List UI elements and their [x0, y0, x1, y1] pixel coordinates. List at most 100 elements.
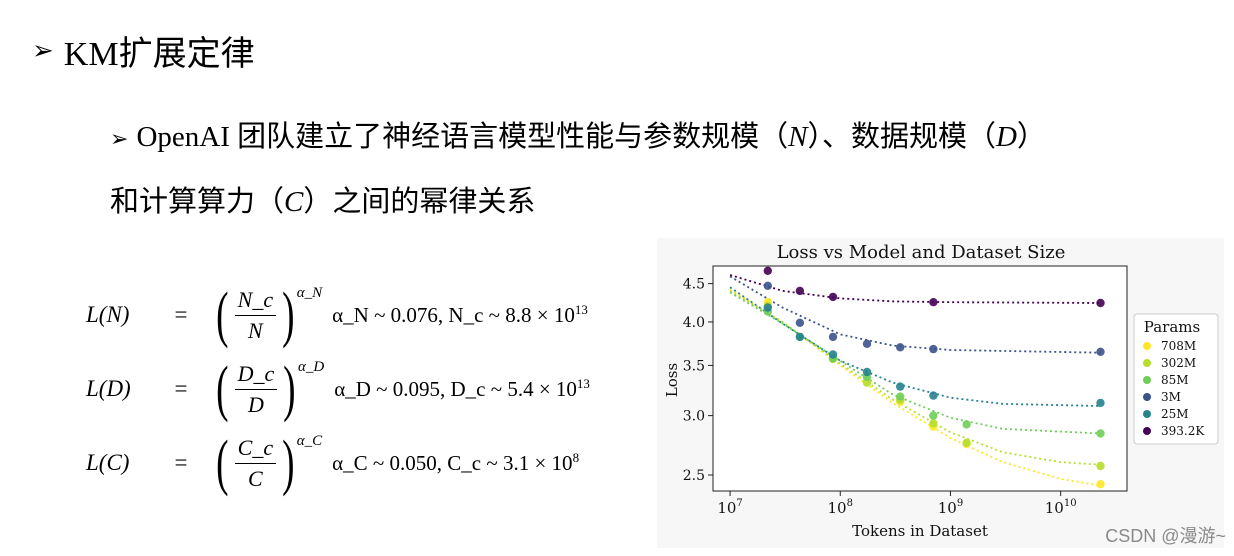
data-point: [795, 286, 805, 296]
subheading-text-2: ）、数据规模（: [807, 121, 996, 153]
subheading-text-4: 和计算算力（: [110, 186, 285, 218]
fraction-denominator: C: [248, 465, 263, 491]
formula-constants: α_N ~ 0.076, N_c ~ 8.8 × 1013: [332, 302, 588, 328]
data-point: [929, 411, 938, 420]
fraction: C_c C: [234, 435, 277, 492]
data-point: [862, 339, 872, 348]
fraction-denominator: N: [248, 317, 263, 343]
data-point: [763, 281, 772, 290]
constants-exponent: 13: [576, 376, 590, 391]
x-tick-label: 107: [717, 498, 742, 517]
formula-row: L(N) = ( N_c N ) α_N α_N ~ 0.076, N_c ~ …: [86, 278, 646, 352]
legend-label: 393.2K: [1161, 424, 1205, 438]
equals-sign: =: [174, 302, 188, 327]
data-point: [896, 382, 905, 391]
data-point: [763, 266, 772, 275]
legend-label: 3M: [1161, 390, 1181, 404]
fraction-denominator: D: [248, 391, 264, 417]
left-paren: (: [216, 281, 229, 349]
plot-frame: [712, 265, 1128, 492]
bullet-arrow-icon: ➢: [110, 127, 129, 152]
x-tick-label: 108: [828, 498, 853, 517]
data-point: [828, 350, 838, 359]
subheading-paragraph: ➢ OpenAI 团队建立了神经语言模型性能与参数规模（N）、数据规模（D） 和计…: [110, 106, 1220, 233]
left-paren: (: [216, 355, 229, 423]
data-point: [862, 367, 872, 377]
legend-marker: [1143, 359, 1151, 367]
data-point: [1096, 398, 1105, 408]
y-axis-label: Loss: [663, 363, 681, 397]
left-paren: (: [216, 429, 229, 497]
data-point: [929, 419, 938, 428]
fraction-numerator: C_c: [234, 435, 277, 464]
data-point: [962, 420, 971, 429]
data-point: [828, 332, 838, 342]
formula-row: L(C) = ( C_c C ) α_C α_C ~ 0.050, C_c ~ …: [86, 426, 646, 500]
data-point: [929, 391, 938, 400]
formula-row: L(D) = ( D_c D ) α_D α_D ~ 0.095, D_c ~ …: [86, 352, 646, 426]
constants-exponent: 13: [574, 302, 588, 317]
data-point: [962, 438, 971, 447]
heading-text: KM扩展定律: [63, 36, 255, 73]
legend-marker: [1143, 410, 1151, 418]
data-point: [795, 332, 805, 342]
data-point: [1096, 347, 1105, 356]
axes: 107 108 109 1010 2.5 3.0 3.5 4.0 4.5: [683, 277, 1077, 517]
y-tick-label: 4.5: [683, 277, 705, 293]
y-tick-label: 3.5: [683, 358, 705, 374]
subheading-line-2: 和计算算力（C）之间的幂律关系: [110, 171, 1220, 233]
data-point: [763, 303, 772, 312]
chart-title: Loss vs Model and Dataset Size: [777, 242, 1066, 263]
data-point: [1096, 298, 1105, 308]
legend-title: Params: [1144, 318, 1200, 336]
data-point: [828, 292, 838, 302]
exponent: α_C: [296, 432, 323, 449]
right-paren: ): [283, 355, 296, 423]
formula-constants: α_D ~ 0.095, D_c ~ 5.4 × 1013: [334, 376, 590, 402]
loss-chart: Loss vs Model and Dataset Size 107 108 109…: [657, 238, 1224, 548]
data-point: [1096, 429, 1105, 438]
data-points: [763, 266, 1105, 489]
x-tick-label: 109: [938, 498, 963, 517]
fit-curve: [729, 286, 1101, 407]
y-tick-label: 2.5: [683, 468, 705, 484]
constants-text: α_N ~ 0.076, N_c ~ 8.8 × 10: [332, 303, 575, 327]
formula-lhs: L(C): [86, 450, 130, 475]
y-tick-label: 4.0: [683, 315, 705, 331]
right-paren: ): [282, 281, 295, 349]
data-point: [795, 318, 805, 327]
legend: Params 708M 302M 85M 3M 25M 393.2K: [1133, 313, 1219, 445]
formula-constants: α_C ~ 0.050, C_c ~ 3.1 × 108: [332, 450, 579, 476]
data-point: [929, 344, 938, 354]
fit-curve: [729, 274, 1101, 304]
scaling-law-formulas: L(N) = ( N_c N ) α_N α_N ~ 0.076, N_c ~ …: [86, 278, 646, 500]
data-point: [929, 298, 938, 307]
fraction-numerator: N_c: [234, 287, 277, 316]
subheading-text-5: ）之间的幂律关系: [303, 186, 536, 218]
data-point: [1096, 461, 1105, 471]
constants-text: α_C ~ 0.050, C_c ~ 3.1 × 10: [332, 451, 573, 475]
constants-text: α_D ~ 0.095, D_c ~ 5.4 × 10: [334, 377, 577, 401]
data-point: [896, 392, 905, 401]
y-tick-label: 3.0: [683, 409, 705, 425]
legend-label: 302M: [1161, 356, 1196, 370]
fraction-numerator: D_c: [234, 361, 278, 390]
right-paren: ): [282, 429, 295, 497]
legend-marker: [1143, 342, 1151, 350]
legend-entries: 708M 302M 85M 3M 25M 393.2K: [1143, 339, 1205, 438]
exponent: α_D: [297, 358, 325, 375]
symbol-n: N: [788, 121, 808, 153]
fraction: N_c N: [234, 287, 277, 344]
equals-sign: =: [174, 376, 188, 401]
symbol-d: D: [995, 121, 1017, 153]
subheading-text-1: OpenAI 团队建立了神经语言模型性能与参数规模（: [136, 121, 789, 153]
constants-exponent: 8: [572, 450, 580, 465]
formula-lhs: L(D): [86, 376, 131, 401]
x-tick-label: 1010: [1045, 498, 1077, 517]
legend-box: [1133, 313, 1219, 445]
exponent: α_N: [296, 284, 323, 301]
legend-marker: [1143, 393, 1151, 401]
legend-label: 25M: [1161, 407, 1189, 421]
fit-curve: [729, 291, 1101, 435]
data-point: [896, 343, 905, 352]
